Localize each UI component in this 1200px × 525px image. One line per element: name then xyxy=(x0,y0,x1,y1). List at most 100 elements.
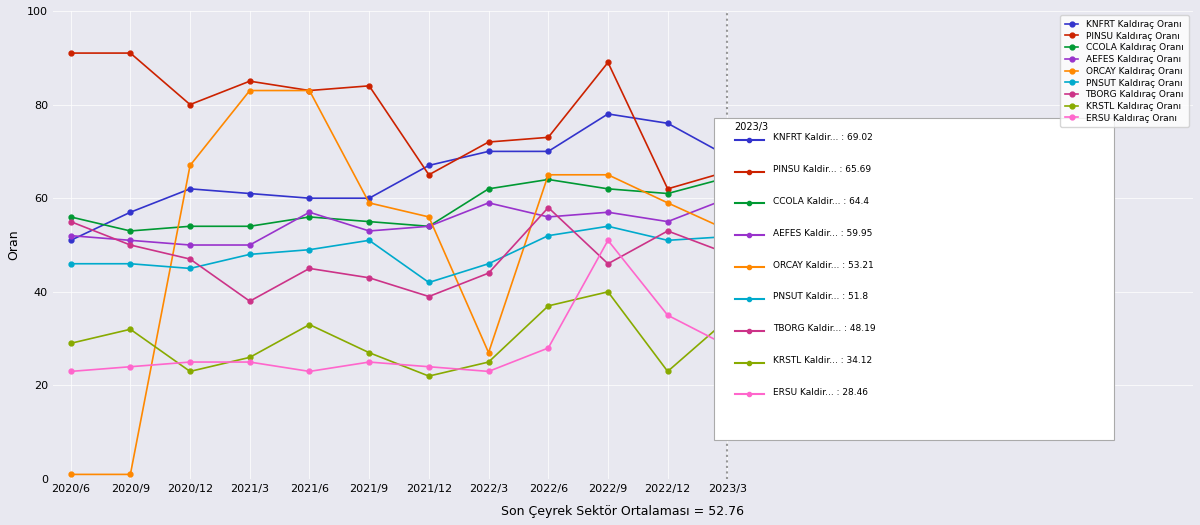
ERSU Kaldıraç Oranı xyxy=(541,345,556,351)
KRSTL Kaldıraç Oranı xyxy=(481,359,496,365)
ORCAY Kaldıraç Oranı xyxy=(720,227,734,233)
Text: PINSU Kaldir... : 65.69: PINSU Kaldir... : 65.69 xyxy=(773,165,871,174)
PNSUT Kaldıraç Oranı xyxy=(601,223,616,229)
ORCAY Kaldıraç Oranı xyxy=(242,87,257,93)
CCOLA Kaldıraç Oranı xyxy=(124,228,138,234)
KRSTL Kaldıraç Oranı xyxy=(601,289,616,295)
PNSUT Kaldıraç Oranı xyxy=(660,237,674,244)
PINSU Kaldıraç Oranı xyxy=(362,83,377,89)
AEFES Kaldıraç Oranı xyxy=(302,209,317,215)
KRSTL Kaldıraç Oranı xyxy=(182,368,197,374)
AEFES Kaldıraç Oranı xyxy=(720,195,734,202)
ERSU Kaldıraç Oranı xyxy=(64,368,78,374)
PNSUT Kaldıraç Oranı xyxy=(64,260,78,267)
Legend: KNFRT Kaldıraç Oranı, PINSU Kaldıraç Oranı, CCOLA Kaldıraç Oranı, AEFES Kaldıraç: KNFRT Kaldıraç Oranı, PINSU Kaldıraç Ora… xyxy=(1061,15,1188,127)
PINSU Kaldıraç Oranı xyxy=(601,59,616,66)
CCOLA Kaldıraç Oranı xyxy=(601,186,616,192)
Text: ORCAY Kaldir... : 53.21: ORCAY Kaldir... : 53.21 xyxy=(773,260,874,270)
KNFRT Kaldıraç Oranı xyxy=(660,120,674,127)
Line: CCOLA Kaldıraç Oranı: CCOLA Kaldıraç Oranı xyxy=(68,175,730,234)
ORCAY Kaldıraç Oranı xyxy=(302,87,317,93)
KNFRT Kaldıraç Oranı xyxy=(64,237,78,244)
AEFES Kaldıraç Oranı xyxy=(660,218,674,225)
Line: AEFES Kaldıraç Oranı: AEFES Kaldıraç Oranı xyxy=(68,196,730,247)
CCOLA Kaldıraç Oranı xyxy=(64,214,78,220)
PNSUT Kaldıraç Oranı xyxy=(182,265,197,271)
PINSU Kaldıraç Oranı xyxy=(124,50,138,56)
PINSU Kaldıraç Oranı xyxy=(302,87,317,93)
Line: TBORG Kaldıraç Oranı: TBORG Kaldıraç Oranı xyxy=(68,205,730,303)
KNFRT Kaldıraç Oranı xyxy=(302,195,317,202)
KRSTL Kaldıraç Oranı xyxy=(720,316,734,322)
Line: PINSU Kaldıraç Oranı: PINSU Kaldıraç Oranı xyxy=(68,50,730,191)
PNSUT Kaldıraç Oranı xyxy=(541,233,556,239)
AEFES Kaldıraç Oranı xyxy=(64,233,78,239)
KNFRT Kaldıraç Oranı xyxy=(541,148,556,154)
Text: CCOLA Kaldir... : 64.4: CCOLA Kaldir... : 64.4 xyxy=(773,197,869,206)
ERSU Kaldıraç Oranı xyxy=(182,359,197,365)
TBORG Kaldıraç Oranı xyxy=(421,293,436,300)
AEFES Kaldıraç Oranı xyxy=(481,200,496,206)
CCOLA Kaldıraç Oranı xyxy=(302,214,317,220)
TBORG Kaldıraç Oranı xyxy=(362,275,377,281)
ERSU Kaldıraç Oranı xyxy=(660,312,674,318)
KRSTL Kaldıraç Oranı xyxy=(242,354,257,361)
ERSU Kaldıraç Oranı xyxy=(481,368,496,374)
CCOLA Kaldıraç Oranı xyxy=(541,176,556,183)
CCOLA Kaldıraç Oranı xyxy=(182,223,197,229)
Line: PNSUT Kaldıraç Oranı: PNSUT Kaldıraç Oranı xyxy=(68,224,730,285)
AEFES Kaldıraç Oranı xyxy=(182,242,197,248)
AEFES Kaldıraç Oranı xyxy=(362,228,377,234)
PNSUT Kaldıraç Oranı xyxy=(302,247,317,253)
Text: KNFRT Kaldir... : 69.02: KNFRT Kaldir... : 69.02 xyxy=(773,133,874,142)
Text: 2023/3: 2023/3 xyxy=(734,122,769,132)
KRSTL Kaldıraç Oranı xyxy=(541,303,556,309)
KRSTL Kaldıraç Oranı xyxy=(124,326,138,332)
TBORG Kaldıraç Oranı xyxy=(124,242,138,248)
ERSU Kaldıraç Oranı xyxy=(124,364,138,370)
Y-axis label: Oran: Oran xyxy=(7,230,20,260)
KRSTL Kaldıraç Oranı xyxy=(64,340,78,346)
Text: ERSU Kaldir... : 28.46: ERSU Kaldir... : 28.46 xyxy=(773,388,869,397)
CCOLA Kaldıraç Oranı xyxy=(720,174,734,181)
PNSUT Kaldıraç Oranı xyxy=(124,260,138,267)
ORCAY Kaldıraç Oranı xyxy=(601,172,616,178)
Line: ORCAY Kaldıraç Oranı: ORCAY Kaldıraç Oranı xyxy=(68,88,730,477)
ORCAY Kaldıraç Oranı xyxy=(182,162,197,169)
ERSU Kaldıraç Oranı xyxy=(720,343,734,349)
KRSTL Kaldıraç Oranı xyxy=(421,373,436,379)
ERSU Kaldıraç Oranı xyxy=(362,359,377,365)
ORCAY Kaldıraç Oranı xyxy=(421,214,436,220)
PINSU Kaldıraç Oranı xyxy=(242,78,257,85)
KNFRT Kaldıraç Oranı xyxy=(720,153,734,159)
CCOLA Kaldıraç Oranı xyxy=(481,186,496,192)
TBORG Kaldıraç Oranı xyxy=(601,260,616,267)
PINSU Kaldıraç Oranı xyxy=(481,139,496,145)
CCOLA Kaldıraç Oranı xyxy=(362,218,377,225)
AEFES Kaldıraç Oranı xyxy=(242,242,257,248)
PINSU Kaldıraç Oranı xyxy=(541,134,556,141)
Text: AEFES Kaldir... : 59.95: AEFES Kaldir... : 59.95 xyxy=(773,229,872,238)
Line: KNFRT Kaldıraç Oranı: KNFRT Kaldıraç Oranı xyxy=(68,111,730,243)
ERSU Kaldıraç Oranı xyxy=(421,364,436,370)
ERSU Kaldıraç Oranı xyxy=(601,237,616,244)
FancyBboxPatch shape xyxy=(714,118,1114,440)
KRSTL Kaldıraç Oranı xyxy=(660,368,674,374)
AEFES Kaldıraç Oranı xyxy=(541,214,556,220)
PNSUT Kaldıraç Oranı xyxy=(481,260,496,267)
PINSU Kaldıraç Oranı xyxy=(720,169,734,175)
Text: TBORG Kaldir... : 48.19: TBORG Kaldir... : 48.19 xyxy=(773,324,876,333)
TBORG Kaldıraç Oranı xyxy=(720,250,734,257)
TBORG Kaldıraç Oranı xyxy=(182,256,197,262)
TBORG Kaldıraç Oranı xyxy=(242,298,257,304)
TBORG Kaldıraç Oranı xyxy=(302,265,317,271)
PINSU Kaldıraç Oranı xyxy=(660,186,674,192)
ERSU Kaldıraç Oranı xyxy=(302,368,317,374)
PNSUT Kaldıraç Oranı xyxy=(362,237,377,244)
PINSU Kaldıraç Oranı xyxy=(182,101,197,108)
KNFRT Kaldıraç Oranı xyxy=(481,148,496,154)
PNSUT Kaldıraç Oranı xyxy=(720,234,734,240)
PINSU Kaldıraç Oranı xyxy=(421,172,436,178)
KNFRT Kaldıraç Oranı xyxy=(242,191,257,197)
ORCAY Kaldıraç Oranı xyxy=(481,350,496,356)
